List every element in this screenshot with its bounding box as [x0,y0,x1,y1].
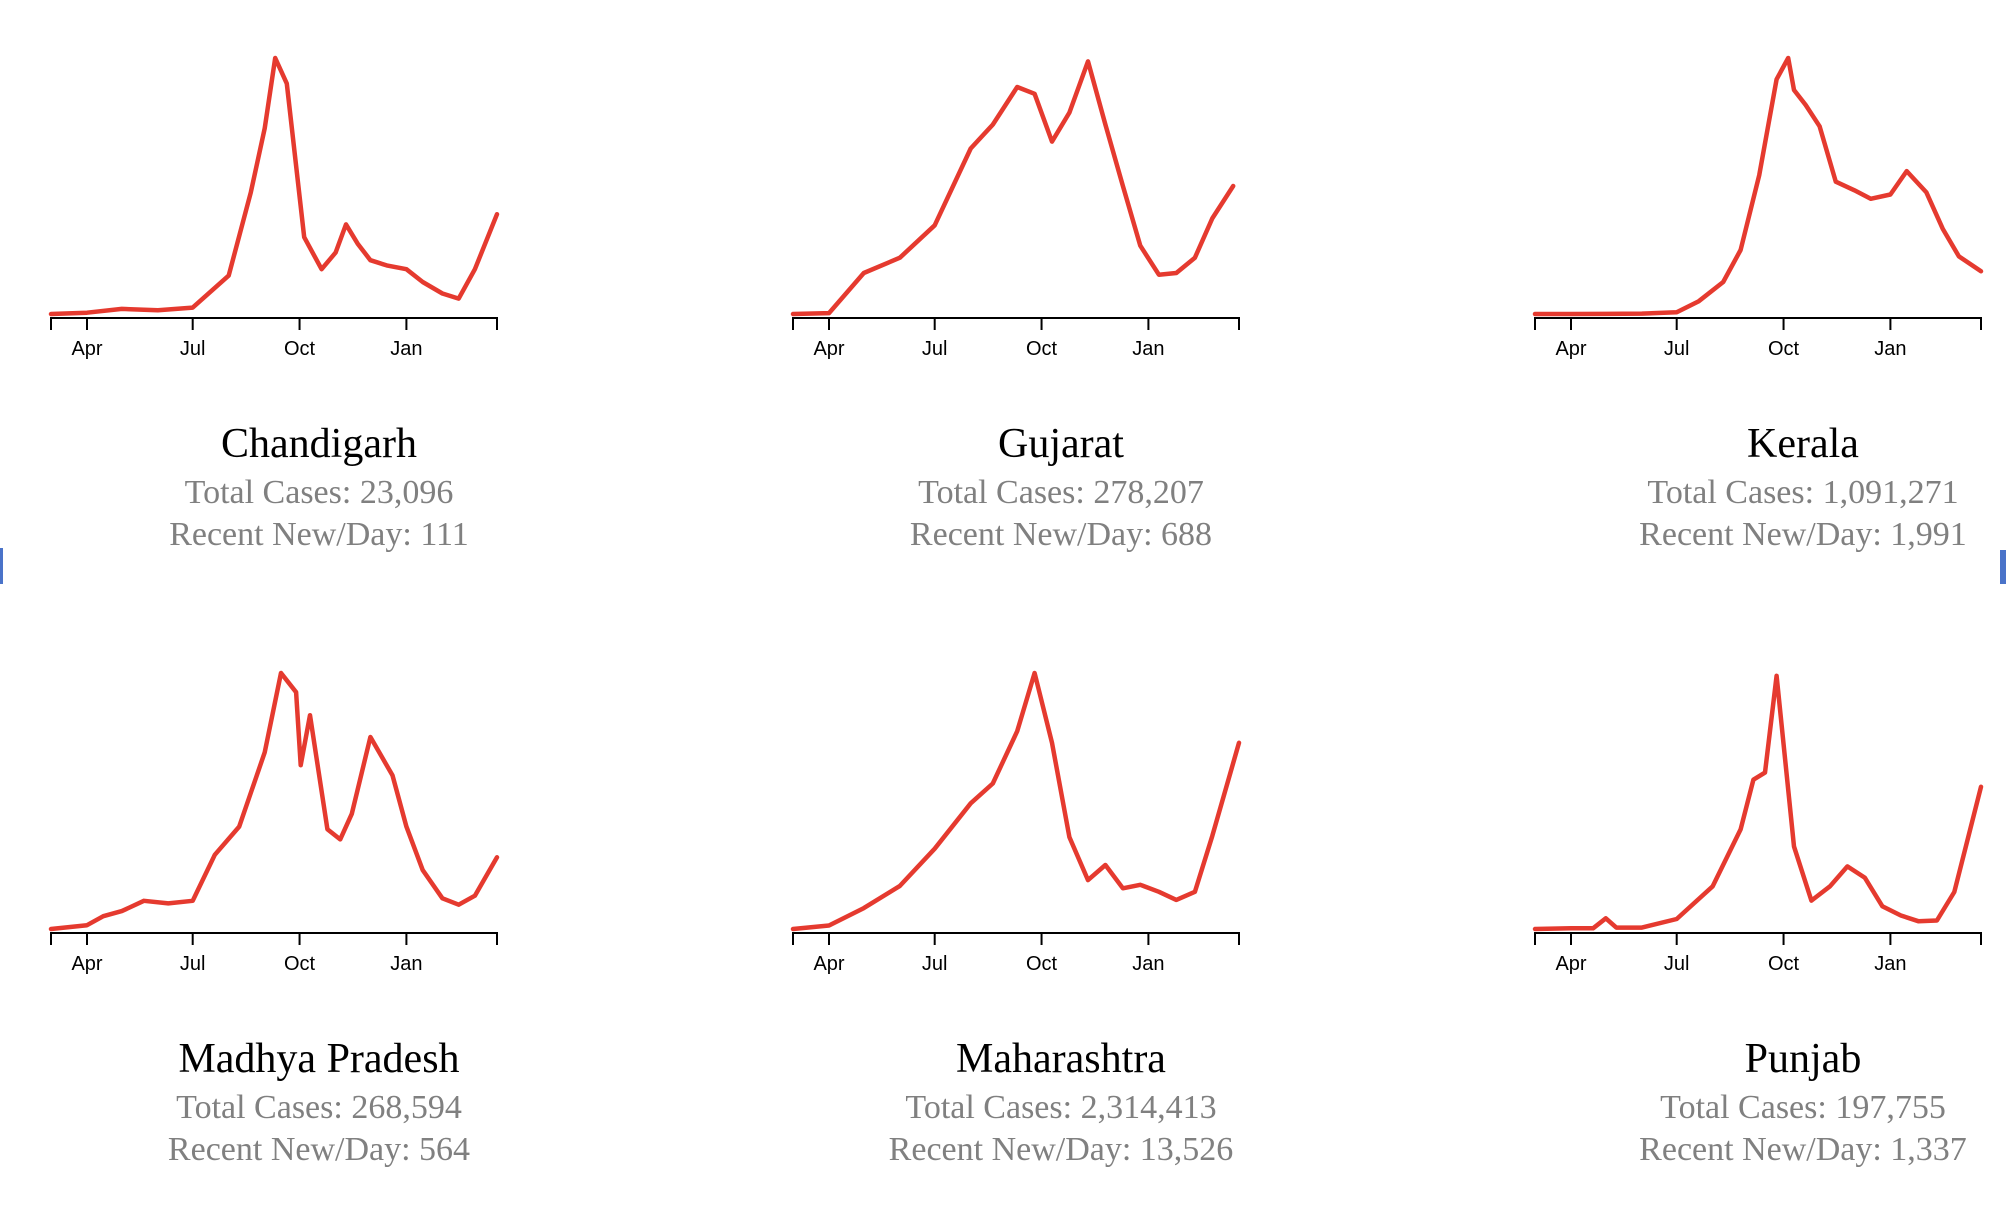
x-tick-label: Oct [1026,338,1058,360]
x-tick-label: Jan [1874,338,1906,360]
x-tick-label: Jul [1664,953,1690,975]
x-tick-label: Apr [71,953,102,975]
x-axis [50,317,498,330]
panel-maharashtra: Apr Jul Oct Jan Maharashtra Total Cases: 2,31… [790,667,1532,1227]
panel-punjab: Apr Jul Oct Jan Punjab Total Cases: 197,755 Re… [1532,667,2006,1227]
x-tick-label: Jul [922,953,948,975]
x-tick-label: Oct [284,338,316,360]
total-cases-label: Total Cases: 278,207 [918,474,1204,511]
right-edge-marker [2000,550,2006,584]
recent-new-per-day-label: Recent New/Day: 1,337 [1639,1131,1967,1168]
line-chart-punjab: Apr Jul Oct Jan [1532,673,1984,975]
x-tick-label: Apr [71,338,102,360]
x-axis [50,932,498,945]
recent-new-per-day-label: Recent New/Day: 1,991 [1639,516,1967,553]
recent-new-per-day-label: Recent New/Day: 688 [909,516,1213,553]
x-tick-label: Jul [1664,338,1690,360]
x-axis [792,932,1240,945]
x-tick-label: Jul [922,338,948,360]
chart-title: Chandigarh [221,421,417,467]
recent-new-per-day-label: Recent New/Day: 13,526 [888,1131,1234,1168]
line-chart-kerala: Apr Jul Oct Jan [1532,55,1984,360]
panel-chandigarh: Apr Jul Oct Jan Chandigarh Total Cases: 23,09… [48,52,790,612]
x-axis [792,317,1240,330]
series-line [48,55,500,317]
x-tick-label: Jan [1874,953,1906,975]
panel-madhya-pradesh: Apr Jul Oct Jan Madhya Pradesh Total Cases: 2… [48,667,790,1227]
x-tick-label: Apr [813,338,844,360]
chart-title: Madhya Pradesh [178,1036,460,1082]
series-line [48,670,500,932]
panel-kerala: Apr Jul Oct Jan Kerala Total Cases: 1,091,271… [1532,52,2006,612]
chart-title: Kerala [1747,421,1859,467]
line-chart-maharashtra: Apr Jul Oct Jan [790,670,1242,975]
series-line [1532,673,1984,932]
series-line [1532,55,1984,317]
x-tick-label: Jan [390,338,422,360]
x-axis [1534,317,1982,330]
x-tick-label: Apr [813,953,844,975]
x-tick-label: Jan [1132,953,1164,975]
small-multiples-grid: Apr Jul Oct Jan Chandigarh Total Cases: 23,09… [48,52,2006,1168]
total-cases-label: Total Cases: 1,091,271 [1647,474,1959,511]
line-chart-chandigarh: Apr Jul Oct Jan [48,55,500,360]
x-tick-label: Oct [1026,953,1058,975]
x-tick-label: Apr [1555,953,1586,975]
line-chart-gujarat: Apr Jul Oct Jan [790,59,1240,360]
series-line [790,59,1236,317]
x-tick-label: Oct [1768,953,1800,975]
chart-title: Punjab [1744,1036,1862,1082]
total-cases-label: Total Cases: 2,314,413 [905,1089,1217,1126]
series-line [790,670,1242,932]
x-axis [1534,932,1982,945]
x-tick-label: Jul [180,953,206,975]
recent-new-per-day-label: Recent New/Day: 564 [167,1131,471,1168]
x-tick-label: Jul [180,338,206,360]
x-tick-label: Apr [1555,338,1586,360]
chart-title: Gujarat [998,421,1124,467]
x-tick-label: Jan [390,953,422,975]
x-tick-label: Jan [1132,338,1164,360]
line-chart-madhya-pradesh: Apr Jul Oct Jan [48,670,500,975]
total-cases-label: Total Cases: 197,755 [1660,1089,1946,1126]
total-cases-label: Total Cases: 268,594 [176,1089,462,1126]
panel-gujarat: Apr Jul Oct Jan Gujarat Total Cases: 278,207 R… [790,52,1532,612]
left-edge-marker [0,548,3,584]
x-tick-label: Oct [284,953,316,975]
total-cases-label: Total Cases: 23,096 [184,474,454,511]
chart-title: Maharashtra [956,1036,1166,1082]
x-tick-label: Oct [1768,338,1800,360]
recent-new-per-day-label: Recent New/Day: 111 [169,516,469,553]
